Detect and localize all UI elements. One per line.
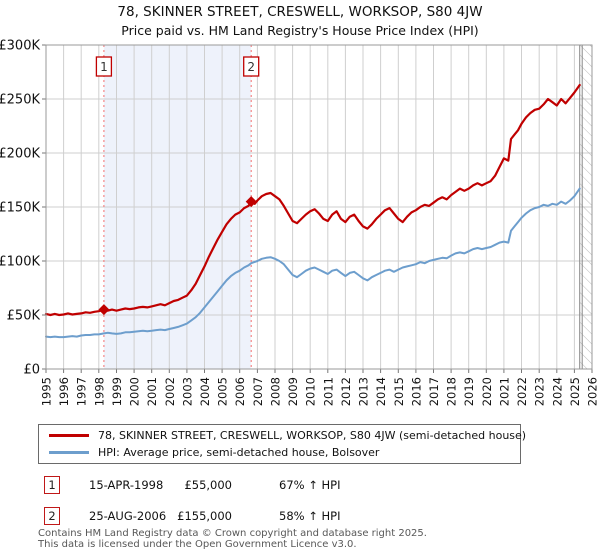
legend-item-property: 78, SKINNER STREET, CRESWELL, WORKSOP, S… (49, 429, 526, 443)
transactions-table: 1 15-APR-1998 £55,000 67% ↑ HPI 2 25-AUG… (44, 476, 564, 538)
svg-text:£100K: £100K (0, 255, 40, 270)
svg-text:2009: 2009 (286, 377, 300, 406)
svg-text:2013: 2013 (357, 377, 371, 406)
legend-label-hpi: HPI: Average price, semi-detached house,… (98, 446, 380, 459)
svg-text:2010: 2010 (304, 377, 318, 406)
svg-text:£250K: £250K (0, 93, 40, 108)
legend-label-property: 78, SKINNER STREET, CRESWELL, WORKSOP, S… (98, 429, 527, 442)
transaction-1-price: £55,000 (184, 478, 232, 492)
svg-text:£0: £0 (23, 363, 40, 378)
svg-text:2019: 2019 (462, 377, 476, 406)
svg-text:1996: 1996 (57, 377, 71, 406)
svg-text:2018: 2018 (445, 377, 459, 406)
svg-text:2012: 2012 (339, 377, 353, 406)
hpi-line-swatch (49, 451, 89, 454)
svg-text:£150K: £150K (0, 201, 40, 216)
svg-text:1998: 1998 (92, 377, 106, 406)
transaction-2-marker: 2 (44, 507, 60, 525)
svg-text:£300K: £300K (0, 39, 40, 54)
transaction-row-2: 2 25-AUG-2006 £155,000 58% ↑ HPI (44, 507, 564, 525)
svg-text:2026: 2026 (586, 377, 600, 406)
footer-line-1: Contains HM Land Registry data © Crown c… (38, 528, 427, 539)
license-footer: Contains HM Land Registry data © Crown c… (38, 528, 427, 550)
price-history-chart: 1995 1996 1997 1998 1999 2000 2001 2002 2003 2004… (0, 39, 600, 407)
legend-item-hpi: HPI: Average price, semi-detached house,… (49, 446, 520, 460)
svg-text:2016: 2016 (409, 377, 423, 406)
transaction-row-1: 1 15-APR-1998 £55,000 67% ↑ HPI (44, 476, 564, 494)
svg-text:2002: 2002 (163, 377, 177, 406)
footer-line-2: This data is licensed under the Open Gov… (38, 538, 357, 550)
svg-text:2025: 2025 (568, 377, 582, 406)
svg-text:£50K: £50K (7, 309, 41, 324)
svg-text:2004: 2004 (198, 377, 212, 406)
svg-text:2021: 2021 (497, 377, 511, 406)
property-line-swatch (49, 434, 89, 437)
svg-text:2006: 2006 (233, 377, 247, 406)
transaction-2-price: £155,000 (177, 509, 232, 523)
svg-text:2024: 2024 (550, 377, 564, 406)
svg-text:£200K: £200K (0, 147, 40, 162)
transaction-2-hpi-change: 58% ↑ HPI (279, 509, 341, 523)
svg-text:1997: 1997 (75, 377, 89, 406)
svg-text:2014: 2014 (374, 377, 388, 406)
svg-text:2011: 2011 (321, 377, 335, 406)
svg-text:2020: 2020 (480, 377, 494, 406)
transaction-1-date: 15-APR-1998 (89, 478, 164, 492)
svg-text:2000: 2000 (128, 377, 142, 406)
transaction-1-hpi-change: 67% ↑ HPI (279, 478, 341, 492)
svg-text:1999: 1999 (110, 377, 124, 406)
chart-legend: 78, SKINNER STREET, CRESWELL, WORKSOP, S… (38, 424, 526, 464)
svg-text:2: 2 (247, 60, 255, 74)
page-subtitle: Price paid vs. HM Land Registry's House … (121, 23, 479, 38)
svg-text:2007: 2007 (251, 377, 265, 406)
svg-text:2001: 2001 (145, 377, 159, 406)
svg-text:2015: 2015 (392, 377, 406, 406)
svg-text:2023: 2023 (533, 377, 547, 406)
svg-text:1: 1 (100, 60, 108, 74)
svg-text:2003: 2003 (180, 377, 194, 406)
svg-text:2008: 2008 (269, 377, 283, 406)
svg-text:1995: 1995 (40, 377, 54, 406)
svg-text:2022: 2022 (515, 377, 529, 406)
transaction-1-marker: 1 (44, 476, 60, 494)
page-title: 78, SKINNER STREET, CRESWELL, WORKSOP, S… (117, 4, 483, 20)
svg-text:2005: 2005 (216, 377, 230, 406)
transaction-2-date: 25-AUG-2006 (89, 509, 167, 523)
svg-text:2017: 2017 (427, 377, 441, 406)
